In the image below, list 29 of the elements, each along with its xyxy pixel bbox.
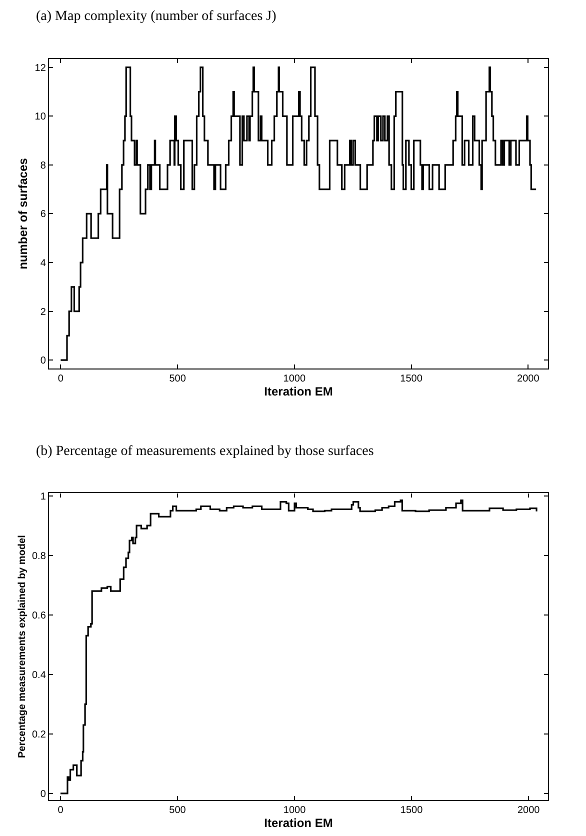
x-axis-title: Iteration EM	[264, 384, 333, 399]
chart-title: (a) Map complexity (number of surfaces J)	[36, 9, 277, 24]
x-tick-label: 1500	[400, 374, 423, 385]
x-tick-label: 1500	[400, 805, 424, 816]
x-tick-label: 1000	[283, 805, 306, 816]
y-tick-label: 4	[40, 258, 46, 270]
y-tick-label: 0.6	[32, 610, 46, 622]
y-tick-label: 6	[40, 209, 46, 220]
y-tick-label: 10	[34, 112, 46, 123]
x-tick-label: 1000	[283, 374, 306, 385]
chart-title: (b) Percentage of measurements explained by those surfaces	[36, 444, 374, 459]
y-tick-label: 0	[40, 356, 46, 367]
y-tick-label: 0	[40, 788, 46, 800]
y-tick-label: 0.8	[32, 550, 46, 562]
x-axis-title: Iteration EM	[264, 816, 333, 830]
x-tick-label: 2000	[517, 805, 540, 816]
x-tick-label: 2000	[517, 374, 540, 385]
y-axis-title: number of surfaces	[16, 158, 30, 270]
y-tick-label: 12	[34, 62, 46, 74]
y-tick-label: 0.2	[32, 729, 46, 740]
x-tick-label: 500	[169, 374, 186, 385]
x-tick-label: 500	[169, 805, 186, 816]
y-tick-label: 0.4	[32, 670, 46, 681]
x-tick-label: 0	[58, 805, 64, 816]
y-tick-label: 1	[40, 491, 46, 502]
y-tick-label: 2	[40, 306, 46, 318]
x-tick-label: 0	[58, 374, 64, 385]
y-axis-title: Percentage measurements explained by model	[16, 534, 28, 758]
y-tick-label: 8	[40, 160, 46, 172]
